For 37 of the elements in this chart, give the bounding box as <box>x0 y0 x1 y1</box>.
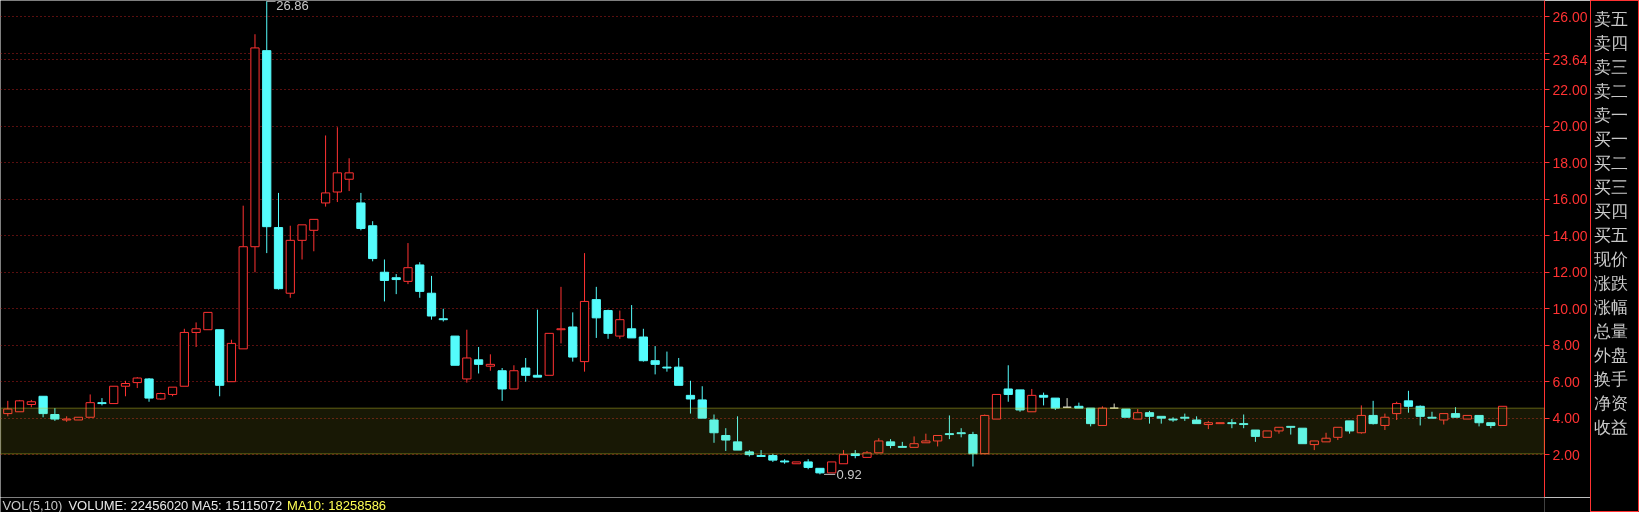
text: 现价 <box>1593 248 1628 269</box>
y-tick-label: 14.00 <box>1552 227 1588 244</box>
annotation: VOLUME: 22456020 <box>68 497 189 512</box>
annotation: MA10: 18258586 <box>287 497 387 512</box>
y-tick-label: 4.00 <box>1552 410 1580 427</box>
text: 卖五 <box>1593 8 1628 29</box>
text: 净资 <box>1593 392 1628 413</box>
text: 外盘 <box>1593 344 1628 365</box>
text: 26.86 <box>276 0 309 14</box>
text: 0.92 <box>836 466 862 482</box>
y-tick-label: 16.00 <box>1552 191 1588 208</box>
text: 换手 <box>1593 368 1628 389</box>
text: 涨幅 <box>1593 296 1628 317</box>
y-tick-label: 26.00 <box>1552 8 1588 25</box>
text: 卖二 <box>1593 80 1628 101</box>
y-tick-label: 12.00 <box>1552 264 1588 281</box>
text: 买四 <box>1593 200 1628 221</box>
text: 买三 <box>1593 176 1628 197</box>
y-tick-label: 22.00 <box>1552 81 1588 98</box>
y-tick-label: 23.64 <box>1552 51 1588 68</box>
y-tick-label: 2.00 <box>1552 446 1580 463</box>
y-tick-label: 20.00 <box>1552 118 1588 135</box>
text: 买五 <box>1593 224 1628 245</box>
text: 买一 <box>1593 128 1628 149</box>
text: 卖三 <box>1593 56 1628 77</box>
annotation: VOL(5,10) <box>2 497 63 512</box>
y-tick-label: 10.00 <box>1552 300 1588 317</box>
text: 卖一 <box>1593 104 1628 125</box>
text: 涨跌 <box>1593 272 1628 293</box>
annotation: MA5: 15115072 <box>191 497 283 512</box>
y-tick-label: 18.00 <box>1552 154 1588 171</box>
text: 收益 <box>1593 416 1628 437</box>
text: 总量 <box>1592 320 1628 341</box>
text: 买二 <box>1593 152 1628 173</box>
y-tick-label: 6.00 <box>1552 373 1580 390</box>
text: 卖四 <box>1593 32 1628 53</box>
y-tick-label: 8.00 <box>1552 337 1580 354</box>
